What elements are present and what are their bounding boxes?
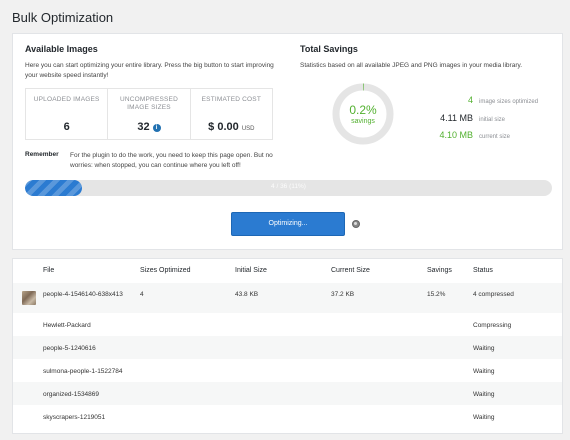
file-name: people-5-1240616	[43, 345, 96, 352]
file-name: sulmona-people-1-1522784	[43, 368, 123, 375]
stat-value-wrap: 32 i	[108, 121, 189, 133]
stat-value: $ 0.00	[208, 121, 239, 133]
savings-label: initial size	[479, 117, 506, 123]
savings-row-current: 4.10 MB current size	[413, 130, 510, 142]
file-name: organized-1534869	[43, 391, 100, 398]
savings-ring	[332, 83, 394, 145]
status-text: Waiting	[473, 345, 495, 352]
status-text: 4 compressed	[473, 291, 514, 298]
stat-value: 6	[63, 121, 70, 133]
uncompressed-sizes-stat: UNCOMPRESSED IMAGE SIZES 32 i	[107, 89, 189, 139]
status-text: Waiting	[473, 391, 495, 398]
savings-percent-label: savings	[351, 118, 375, 125]
column-header-file: File	[43, 267, 55, 274]
savings-value: 4	[467, 95, 473, 105]
savings-row-initial: 4.11 MB initial size	[413, 113, 505, 125]
savings-value: 4.10 MB	[439, 130, 473, 140]
status-text: Waiting	[473, 368, 495, 375]
sizes-optimized: 4	[140, 291, 144, 298]
savings-value: 15.2%	[427, 291, 446, 298]
stat-value-wrap: $ 0.00 USD	[191, 121, 272, 133]
ring-arc	[332, 83, 394, 145]
available-images-heading: Available Images	[25, 44, 98, 54]
status-text: Waiting	[473, 414, 495, 421]
column-header-sizes: Sizes Optimized	[140, 267, 191, 274]
column-header-initial: Initial Size	[235, 267, 267, 274]
column-header-current: Current Size	[331, 267, 370, 274]
available-images-description: Here you can start optimizing your entir…	[25, 62, 274, 79]
column-header-status: Status	[473, 267, 493, 274]
image-stats-box: UPLOADED IMAGES 6 UNCOMPRESSED IMAGE SIZ…	[25, 88, 273, 140]
stat-value: 32	[137, 121, 150, 133]
spinner-icon	[352, 220, 360, 228]
initial-size: 43.8 KB	[235, 291, 259, 298]
total-savings-description: Statistics based on all available JPEG a…	[300, 62, 523, 69]
file-name: Hewlett-Packard	[43, 322, 91, 329]
page-title: Bulk Optimization	[12, 10, 114, 25]
currency-unit: USD	[241, 126, 255, 132]
status-text: Compressing	[473, 322, 512, 329]
savings-chart: 0.2% savings	[331, 82, 395, 146]
stat-label: UNCOMPRESSED IMAGE SIZES	[119, 96, 178, 111]
remember-text: For the plugin to do the work, you need …	[70, 152, 273, 169]
current-size: 37.2 KB	[331, 291, 355, 298]
file-thumbnail	[22, 291, 36, 305]
table-row: Hewlett-Packard Compressing	[13, 313, 562, 336]
stat-label: UPLOADED IMAGES	[33, 96, 100, 103]
optimize-button[interactable]: Optimizing...	[231, 212, 345, 236]
uploaded-images-stat: UPLOADED IMAGES 6	[26, 89, 107, 139]
table-row: people-4-1546140-638x413 4 43.8 KB 37.2 …	[13, 283, 562, 313]
info-icon[interactable]: i	[152, 124, 161, 132]
savings-label: current size	[479, 134, 511, 140]
savings-row-optimized: 4 image sizes optimized	[413, 95, 538, 107]
stat-label: ESTIMATED COST	[201, 96, 262, 103]
column-header-savings: Savings	[427, 267, 452, 274]
savings-value: 4.11 MB	[440, 113, 473, 123]
table-row: sulmona-people-1-1522784 Waiting	[13, 359, 562, 382]
progress-fill	[25, 180, 82, 196]
table-row: people-5-1240616 Waiting	[13, 336, 562, 359]
file-name: people-4-1546140-638x413	[43, 291, 123, 298]
table-row: skyscrapers-1219051 Waiting	[13, 405, 562, 428]
optimization-progress-bar: 4 / 36 (11%)	[25, 180, 552, 196]
file-name: skyscrapers-1219051	[43, 414, 106, 421]
estimated-cost-stat: ESTIMATED COST $ 0.00 USD	[189, 89, 272, 139]
savings-percent: 0.2%	[349, 103, 377, 117]
progress-text: 4 / 36 (11%)	[271, 183, 306, 190]
table-header: File Sizes Optimized Initial Size Curren…	[13, 259, 562, 283]
remember-label: Remember	[25, 151, 59, 158]
table-row: organized-1534869 Waiting	[13, 382, 562, 405]
total-savings-heading: Total Savings	[300, 44, 358, 54]
results-table: File Sizes Optimized Initial Size Curren…	[12, 258, 563, 434]
bulk-optimization-panel: Available Images Here you can start opti…	[12, 33, 563, 250]
savings-label: image sizes optimized	[479, 99, 539, 105]
